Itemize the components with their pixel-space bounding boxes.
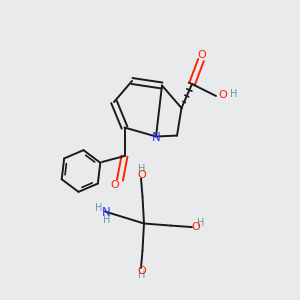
Text: O: O <box>137 170 146 180</box>
Text: N: N <box>152 130 161 144</box>
Text: O: O <box>110 180 119 190</box>
Text: H: H <box>197 218 204 229</box>
Text: H: H <box>138 164 146 175</box>
Text: N: N <box>102 206 111 219</box>
Text: H: H <box>138 270 146 280</box>
Text: O: O <box>197 50 206 61</box>
Text: H: H <box>103 215 110 225</box>
Text: O: O <box>191 222 200 232</box>
Text: H: H <box>230 88 238 99</box>
Text: O: O <box>137 266 146 276</box>
Text: H: H <box>95 203 103 213</box>
Text: O: O <box>218 90 227 100</box>
